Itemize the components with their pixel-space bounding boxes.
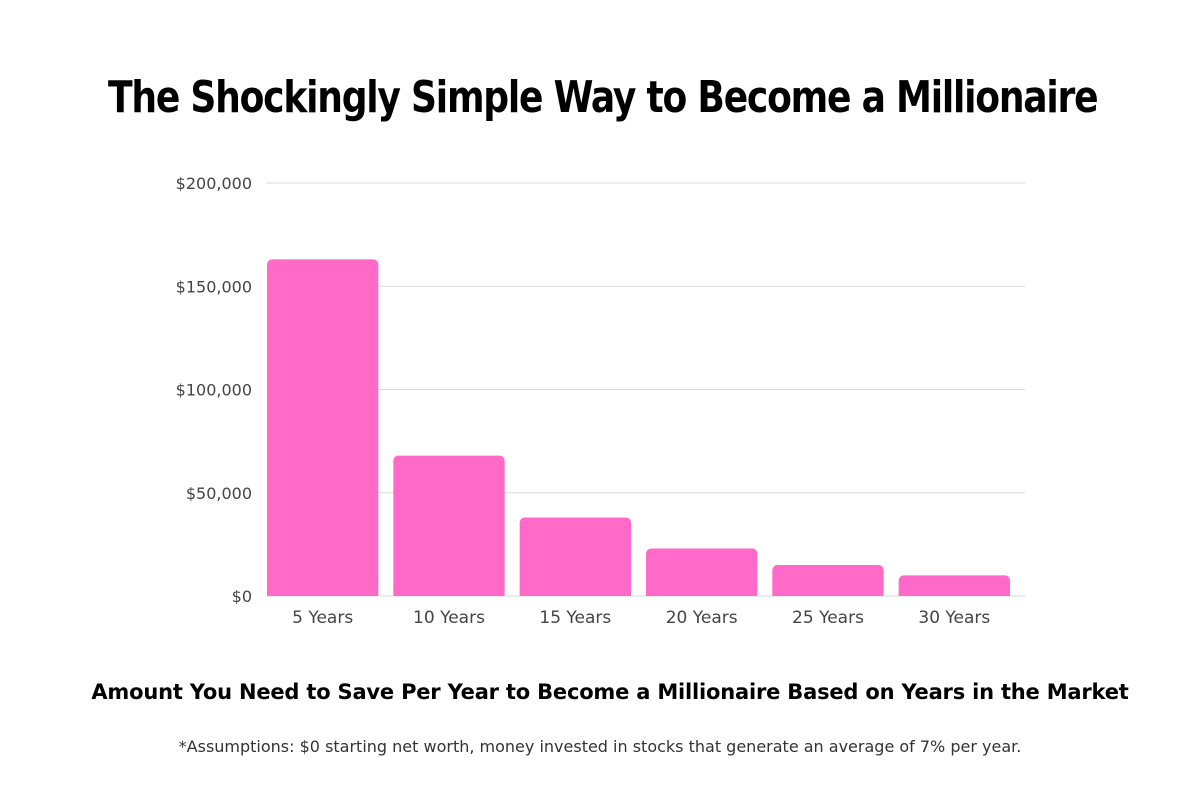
chart-subtitle: Amount You Need to Save Per Year to Beco… [91,680,1129,704]
x-tick-label: 5 Years [292,608,353,628]
bar [646,548,758,596]
y-tick-label: $150,000 [176,277,252,296]
bar [772,565,884,596]
y-tick-label: $0 [232,587,252,606]
x-tick-label: 20 Years [666,608,738,628]
bar-base [898,590,1010,596]
chart-footnote: *Assumptions: $0 starting net worth, mon… [178,737,1022,756]
bar [519,517,631,596]
bar [393,455,505,596]
x-tick-label: 10 Years [413,608,485,628]
x-tick-label: 30 Years [918,608,990,628]
y-tick-label: $100,000 [176,381,252,400]
bar-base [267,590,379,596]
bar-base [519,590,631,596]
y-tick-label: $50,000 [186,484,252,503]
bar-base [393,590,505,596]
bar-base [772,590,884,596]
bar-base [646,590,758,596]
chart-title: The Shockingly Simple Way to Become a Mi… [108,72,1099,123]
y-tick-label: $200,000 [176,174,252,193]
x-tick-label: 15 Years [539,608,611,628]
bar [267,259,379,596]
x-tick-label: 25 Years [792,608,864,628]
